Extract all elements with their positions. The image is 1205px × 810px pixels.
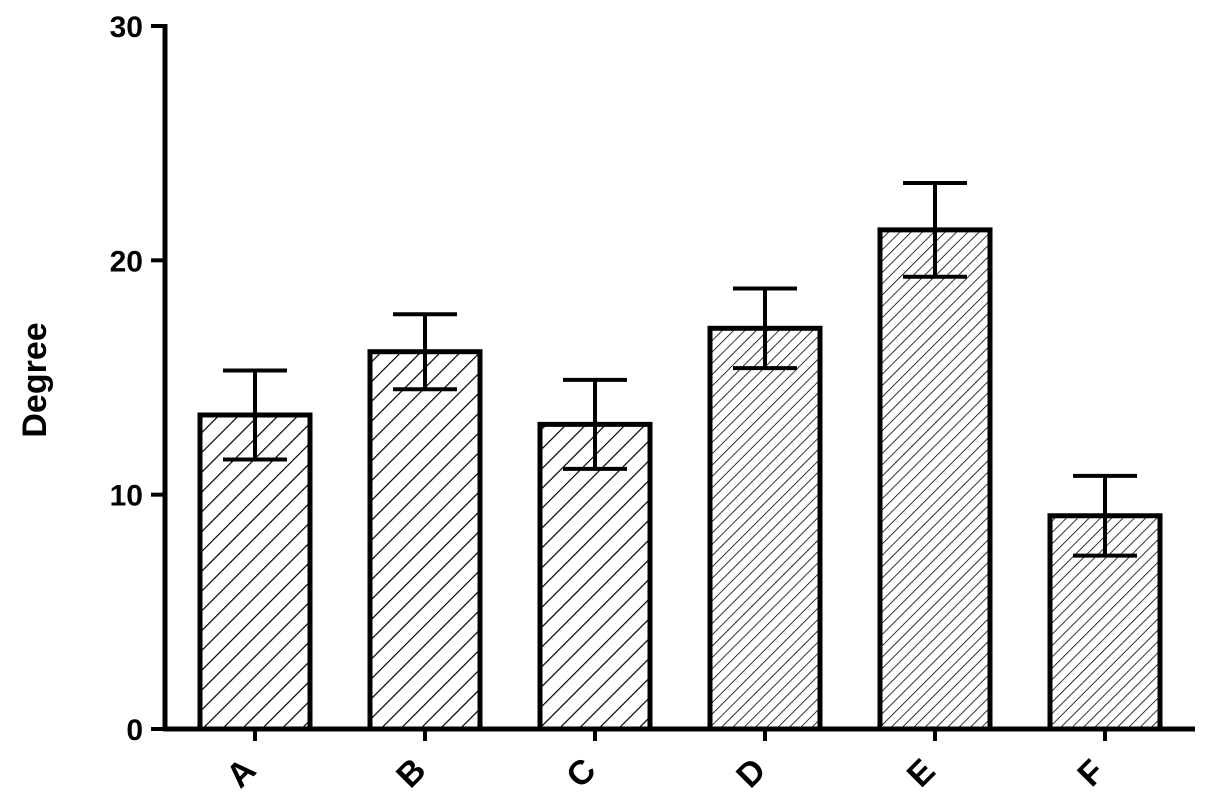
error-bar-D: [733, 286, 797, 371]
bar-E: [877, 227, 993, 732]
y-tick-label-10: 10: [110, 480, 143, 513]
bar-D: [707, 325, 823, 732]
bar-A: [197, 412, 313, 732]
error-bar-C: [563, 377, 627, 471]
y-axis-title: Degree: [16, 322, 54, 437]
y-tick-label-0: 0: [126, 714, 143, 747]
x-tick-label-F: F: [1070, 752, 1112, 794]
x-tick-label-C: C: [559, 751, 603, 795]
x-tick-label-D: D: [729, 751, 773, 795]
x-tick-label-B: B: [389, 751, 433, 795]
error-bar-F: [1073, 473, 1137, 558]
x-tick-label-E: E: [900, 752, 943, 795]
x-tick-label-A: A: [219, 751, 263, 795]
error-bar-B: [393, 312, 457, 392]
bar-B: [367, 349, 483, 732]
y-tick-label-30: 30: [110, 11, 143, 44]
y-tick-label-20: 20: [110, 245, 143, 278]
error-bar-A: [223, 368, 287, 462]
error-bar-E: [903, 181, 967, 279]
